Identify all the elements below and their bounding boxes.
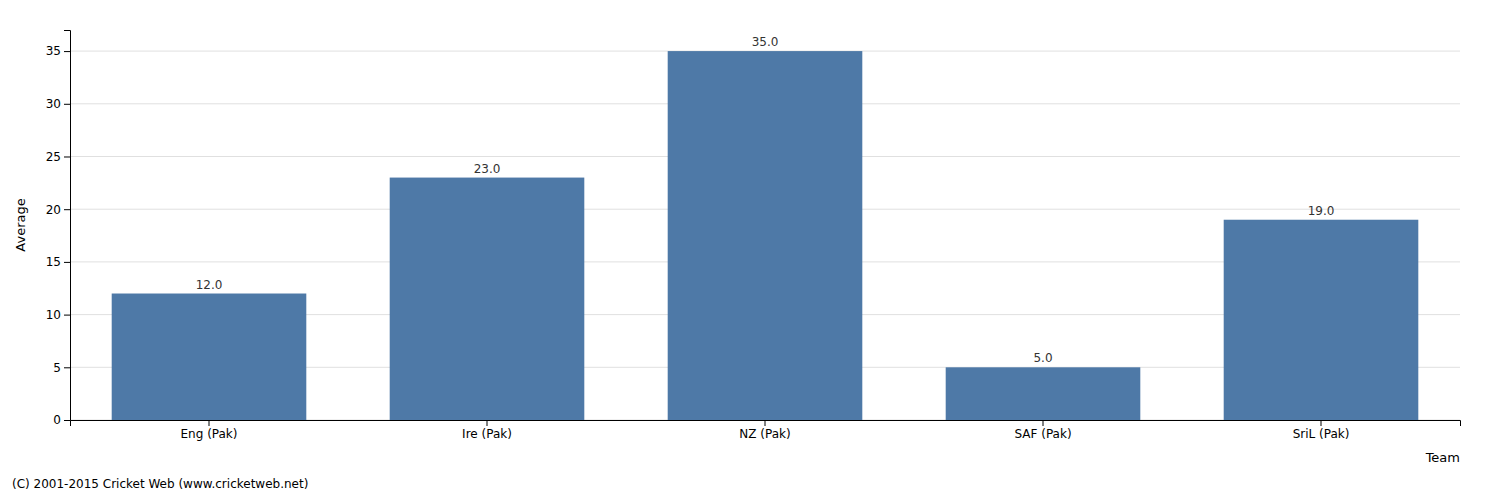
x-tick: SAF (Pak) [1014, 420, 1071, 441]
bar [390, 178, 585, 420]
y-axis: 0 5 10 15 20 25 30 35 [46, 31, 71, 428]
x-tick-mark [1321, 420, 1322, 426]
y-axis-line [64, 31, 71, 421]
bar [668, 51, 863, 420]
chart: Eng (Pak) Ire (Pak) NZ (Pak) SAF (Pak) SriL … [0, 0, 1500, 500]
x-tick: NZ (Pak) [739, 420, 790, 441]
y-tick-label: 0 [53, 413, 61, 427]
y-tick-mark [64, 315, 70, 316]
x-tick-mark [487, 420, 488, 426]
y-tick-label: 15 [46, 255, 61, 269]
y-tick: 20 [46, 203, 70, 217]
x-tick-mark [1043, 420, 1044, 426]
y-tick-mark [64, 367, 70, 368]
x-tick: Eng (Pak) [181, 420, 238, 441]
x-axis-title: Team [1425, 450, 1460, 465]
x-tick-label: Ire (Pak) [462, 427, 512, 441]
x-tick: SriL (Pak) [1293, 420, 1350, 441]
bars [112, 51, 1419, 420]
y-tick: 35 [46, 44, 70, 58]
x-tick: Ire (Pak) [462, 420, 512, 441]
y-tick-mark [64, 51, 70, 52]
grid [70, 51, 1460, 420]
y-tick-label: 35 [46, 44, 61, 58]
x-tick-label: Eng (Pak) [181, 427, 238, 441]
data-label: 23.0 [474, 162, 501, 176]
y-tick: 25 [46, 150, 70, 164]
y-tick: 15 [46, 255, 70, 269]
y-tick-mark [64, 262, 70, 263]
y-tick: 0 [53, 413, 70, 427]
x-tick-label: NZ (Pak) [739, 427, 790, 441]
x-axis-line [71, 421, 1461, 427]
y-tick-mark [64, 209, 70, 210]
x-tick-mark [765, 420, 766, 426]
y-tick: 10 [46, 308, 70, 322]
y-tick-mark [64, 420, 70, 421]
plot: Eng (Pak) Ire (Pak) NZ (Pak) SAF (Pak) SriL … [46, 31, 1461, 441]
bar [112, 294, 307, 420]
y-tick: 30 [46, 97, 70, 111]
y-tick-label: 30 [46, 97, 61, 111]
y-tick-label: 20 [46, 203, 61, 217]
y-tick-label: 25 [46, 150, 61, 164]
y-tick-mark [64, 104, 70, 105]
y-tick-label: 5 [53, 361, 61, 375]
y-tick-label: 10 [46, 308, 61, 322]
data-label: 19.0 [1308, 204, 1335, 218]
bar [1224, 220, 1419, 420]
x-tick-mark [209, 420, 210, 426]
x-tick-label: SriL (Pak) [1293, 427, 1350, 441]
annotation: (C) 2001-2015 Cricket Web (www.cricketwe… [12, 477, 308, 491]
y-tick-mark [64, 156, 70, 157]
bar [946, 367, 1141, 420]
data-labels: 12.0 23.0 35.0 5.0 19.0 [196, 35, 1335, 365]
data-label: 12.0 [196, 278, 223, 292]
y-tick: 5 [53, 361, 70, 375]
x-axis: Eng (Pak) Ire (Pak) NZ (Pak) SAF (Pak) SriL … [71, 420, 1461, 441]
data-label: 35.0 [752, 35, 779, 49]
y-axis-title: Average [13, 198, 28, 251]
data-label: 5.0 [1033, 351, 1052, 365]
x-tick-label: SAF (Pak) [1014, 427, 1071, 441]
